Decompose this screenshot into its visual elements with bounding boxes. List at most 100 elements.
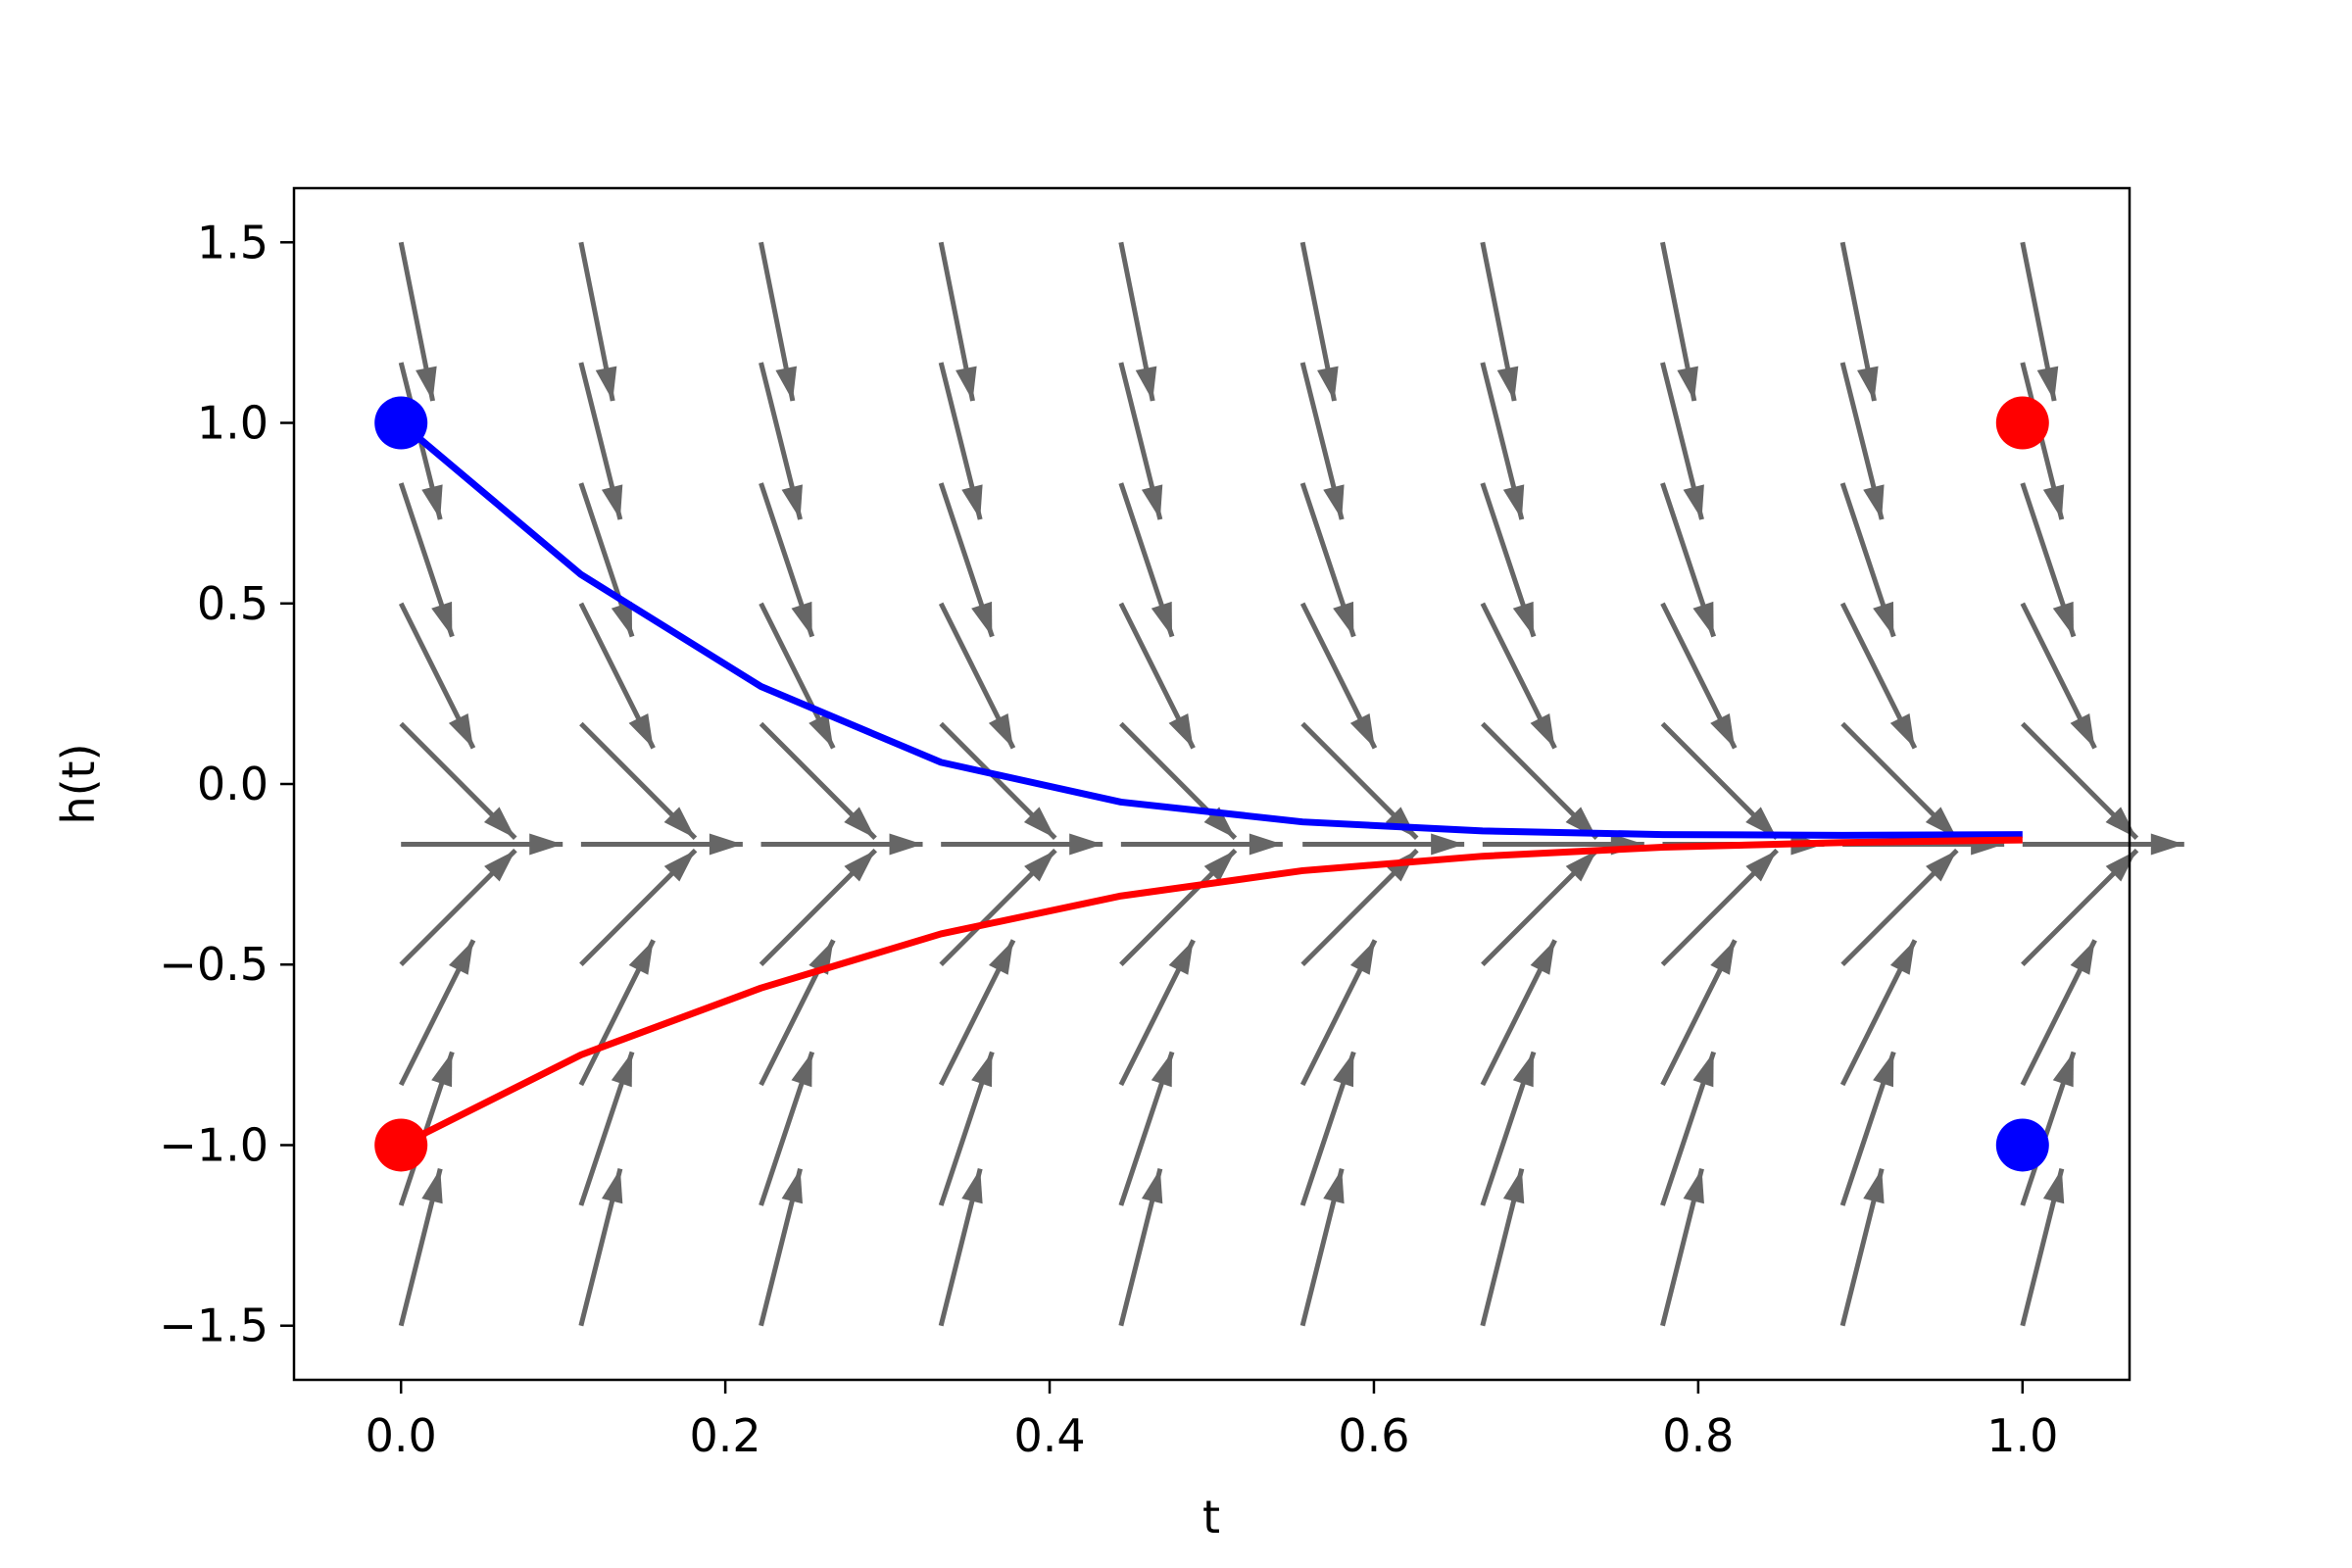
y-tick-label: 1.5 [197,216,269,269]
arrow-head [1512,601,1534,637]
arrow-head [2052,601,2074,637]
arrow-head [956,366,977,402]
arrow-head [628,940,654,975]
y-tick-label: −1.0 [159,1118,269,1171]
field-arrow [578,602,656,750]
field-arrow [1120,833,1283,856]
field-arrow [1660,602,1738,750]
arrow-head [1683,1168,1704,1204]
arrow-head [1496,366,1519,402]
field-arrow [1480,241,1519,402]
arrow-head [961,1168,983,1204]
field-arrow [2022,833,2184,856]
field-arrow [1660,721,1779,841]
endpoint-marker [374,396,428,450]
arrow-head [1530,940,1555,975]
field-arrow [938,602,1016,750]
arrow-head [1333,1052,1354,1088]
arrow-head [775,366,797,402]
field-arrow [1118,1168,1163,1327]
field-arrow [398,241,437,402]
y-axis-label: h(t) [52,743,105,824]
x-tick-label: 0.2 [690,1409,761,1462]
endpoint-marker [1995,1118,2049,1172]
arrow-head [1857,366,1879,402]
field-arrow [1480,482,1537,638]
field-arrow [1299,362,1345,520]
arrow-head [781,1168,803,1204]
x-tick-label: 0.6 [1338,1409,1409,1462]
arrow-head [448,713,473,749]
x-axis-ticks: 0.0 0.2 0.4 0.6 0.8 1.0 [366,1380,2058,1462]
field-arrow [398,939,476,1087]
field-arrow [1660,1051,1717,1206]
field-arrow [1299,602,1378,750]
arrow-head [2052,1052,2074,1088]
field-arrow [1839,939,1918,1087]
arrow-head [1745,807,1778,839]
arrow-head [431,1052,453,1088]
field-arrow [578,362,623,520]
field-arrow [938,1168,983,1327]
arrow-head [2042,484,2065,520]
arrow-head [1530,713,1555,749]
y-tick-label: 0.0 [197,758,269,810]
arrow-head [1745,850,1778,882]
arrow-head [611,601,633,637]
field-arrow [2020,482,2077,638]
field-arrow [938,482,995,638]
arrow-head [1349,713,1375,749]
arrow-head [791,1052,812,1088]
field-arrow [2020,241,2059,402]
arrow-head [421,1168,443,1204]
arrow-head [2150,833,2184,856]
field-arrow [1480,602,1557,750]
field-arrow [759,482,815,638]
arrow-head [1249,833,1283,856]
field-arrow [1480,1168,1525,1327]
arrow-head [1317,366,1339,402]
arrow-head [431,601,453,637]
field-arrow [1660,848,1779,967]
arrow-head [781,484,803,520]
arrow-head [1692,1052,1714,1088]
x-tick-label: 0.0 [366,1409,437,1462]
x-axis-label: t [1202,1491,1220,1544]
field-arrow [938,939,1016,1087]
arrow-head [1565,850,1597,882]
arrow-head [1023,807,1055,839]
arrow-head [1333,601,1354,637]
arrow-head [2036,366,2059,402]
arrow-head [1502,484,1525,520]
y-tick-label: 0.5 [197,577,269,630]
y-tick-label: −0.5 [159,938,269,991]
field-arrow [578,482,635,638]
y-tick-label: −1.5 [159,1299,269,1352]
field-arrow [578,1168,623,1327]
field-arrow [1839,1168,1885,1327]
field-arrow [1660,482,1717,638]
field-arrow [2020,362,2065,520]
field-arrow [2020,1168,2065,1327]
field-arrow [2020,939,2097,1087]
field-arrow [1660,1168,1704,1327]
x-tick-label: 1.0 [1986,1409,2058,1462]
arrow-head [1431,833,1465,856]
field-arrow [1839,362,1885,520]
field-arrow [1118,1051,1175,1206]
field-arrow [398,602,476,750]
arrow-head [1151,601,1173,637]
field-arrow [759,362,803,520]
field-arrow [1299,939,1378,1087]
field-arrow [1840,721,1959,841]
field-arrow [2020,1051,2077,1206]
field-arrow [1118,602,1196,750]
field-arrow [1839,241,1879,402]
arrow-head [1692,601,1714,637]
field-arrow [759,721,877,841]
arrow-head [844,807,876,839]
field-arrow [398,1168,443,1327]
field-arrow [1119,848,1238,967]
field-arrow [578,241,617,402]
